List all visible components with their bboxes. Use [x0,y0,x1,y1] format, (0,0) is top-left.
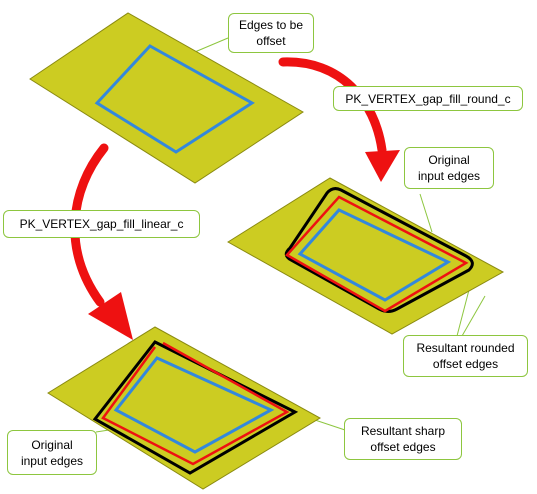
callout-original-bottom-left-line2: input edges [20,453,84,468]
leader-resultant-rounded-2 [461,295,486,337]
callout-linear-method-text: PK_VERTEX_gap_fill_linear_c [19,217,184,231]
callout-original-top-right-line1: Original [428,153,470,167]
sheet-right-input-edges [297,208,452,302]
callout-original-bottom-left: Original input edges [7,430,97,475]
sheet-top-plane [29,12,304,184]
sheet-right-plane [227,177,505,335]
callout-edges-to-offset-line1: Edges to be [238,18,304,32]
callout-original-top-right: Original input edges [404,147,494,189]
callout-resultant-rounded-line1: Resultant rounded [416,341,515,355]
sheet-bottom-input-edges [113,356,275,454]
callout-round-method: PK_VERTEX_gap_fill_round_c [333,86,523,111]
callout-edges-to-offset: Edges to be offset [228,13,314,53]
callout-resultant-sharp: Resultant sharp offset edges [344,418,462,460]
leader-original-top-right [419,193,433,233]
arrow-to-linear-head [88,292,133,340]
callout-resultant-rounded-line2: offset edges [432,357,499,371]
arrow-to-round-head [365,150,400,182]
sheet-right-offset-edges [285,195,469,313]
sheet-top-input-edges [94,44,255,154]
callout-edges-to-offset-line2: offset [256,34,286,48]
sheet-bottom-plane [47,326,321,490]
sheet-top [29,12,304,184]
callout-original-top-right-line2: input edges [417,169,481,183]
callout-linear-method: PK_VERTEX_gap_fill_linear_c [3,210,200,238]
callout-resultant-sharp-line2: offset edges [370,440,436,454]
callout-round-method-text: PK_VERTEX_gap_fill_round_c [345,91,511,106]
sheet-bottom-offset-edges [101,341,290,466]
sheet-bottom-gap-fill-edges [92,340,299,475]
sheet-right [227,177,505,335]
sheet-bottom [47,326,321,490]
callout-resultant-sharp-line1: Resultant sharp [360,424,446,438]
callout-original-bottom-left-line1: Original [31,437,73,452]
callout-resultant-rounded: Resultant rounded offset edges [403,335,528,377]
